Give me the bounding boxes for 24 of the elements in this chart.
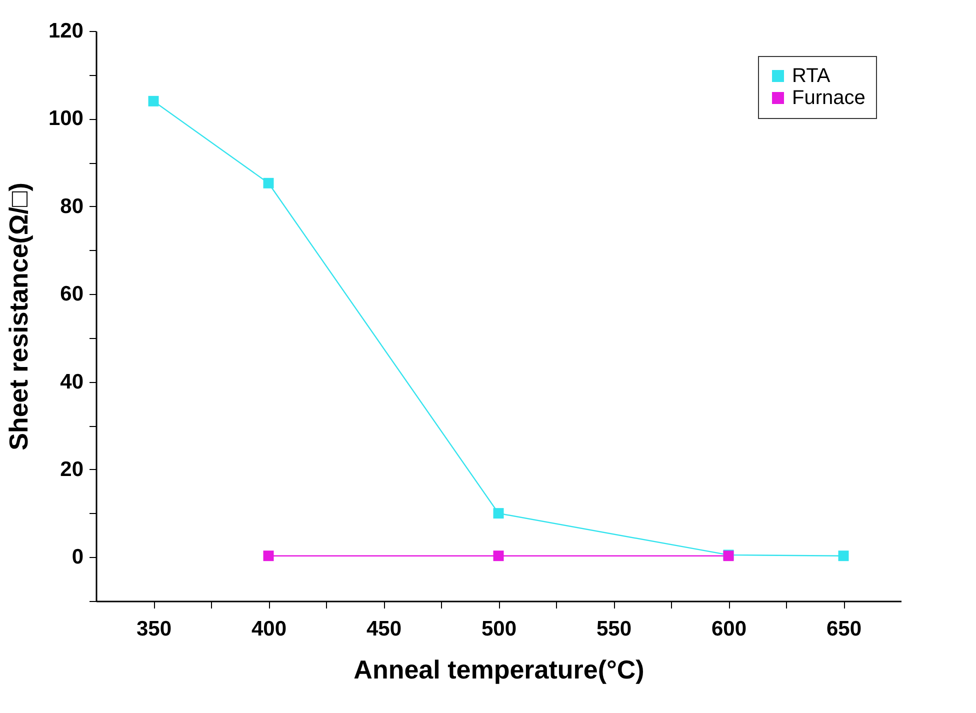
x-tick-label: 500 bbox=[481, 618, 517, 640]
point bbox=[493, 550, 504, 562]
point bbox=[148, 96, 159, 106]
y-axis-title: Sheet resistance(Ω/□) bbox=[3, 182, 34, 450]
x-tick-label: 550 bbox=[596, 618, 632, 640]
y-tick-label: 20 bbox=[60, 458, 84, 481]
x-tick-label: 450 bbox=[366, 618, 402, 640]
legend-label: Furnace bbox=[792, 87, 866, 109]
x-tick-label: 400 bbox=[251, 618, 287, 640]
point bbox=[263, 550, 274, 562]
y-tick-label: 60 bbox=[60, 282, 84, 306]
y-tick-label: 100 bbox=[48, 107, 84, 130]
legend-label: RTA bbox=[792, 65, 831, 87]
y-tick-label: 40 bbox=[60, 370, 84, 394]
y-tick-label: 120 bbox=[48, 20, 84, 42]
point bbox=[838, 550, 849, 562]
x-axis-title: Anneal temperature(°C) bbox=[354, 654, 644, 684]
point bbox=[493, 508, 504, 519]
y-tick-label: 80 bbox=[60, 194, 84, 218]
x-tick-label: 600 bbox=[711, 618, 747, 640]
y-tick-label: 0 bbox=[72, 546, 84, 569]
point bbox=[263, 178, 274, 188]
x-tick-label: 350 bbox=[136, 618, 172, 640]
x-tick-label: 650 bbox=[826, 618, 862, 640]
